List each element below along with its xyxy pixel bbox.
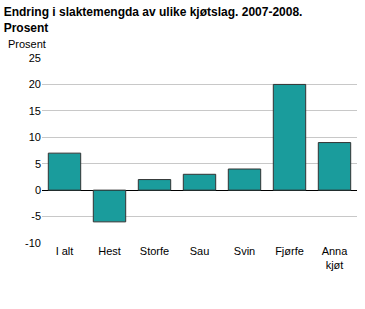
svg-text:Sau: Sau xyxy=(190,245,210,257)
svg-text:Svin: Svin xyxy=(234,245,255,257)
svg-text:25: 25 xyxy=(29,52,41,64)
svg-text:-10: -10 xyxy=(25,237,41,249)
svg-text:Prosent: Prosent xyxy=(8,38,46,50)
svg-text:15: 15 xyxy=(29,105,41,117)
svg-text:0: 0 xyxy=(35,184,41,196)
svg-text:-5: -5 xyxy=(31,210,41,222)
svg-text:Storfe: Storfe xyxy=(140,245,169,257)
svg-text:5: 5 xyxy=(35,158,41,170)
svg-text:Endring i slaktemengda av ulik: Endring i slaktemengda av ulike kjøtslag… xyxy=(4,5,303,35)
svg-text:Fjørfe: Fjørfe xyxy=(275,245,304,257)
svg-text:Annakjøt: Annakjøt xyxy=(322,245,349,271)
svg-text:Hest: Hest xyxy=(98,245,121,257)
svg-text:I alt: I alt xyxy=(56,245,74,257)
svg-text:10: 10 xyxy=(29,131,41,143)
svg-text:20: 20 xyxy=(29,78,41,90)
